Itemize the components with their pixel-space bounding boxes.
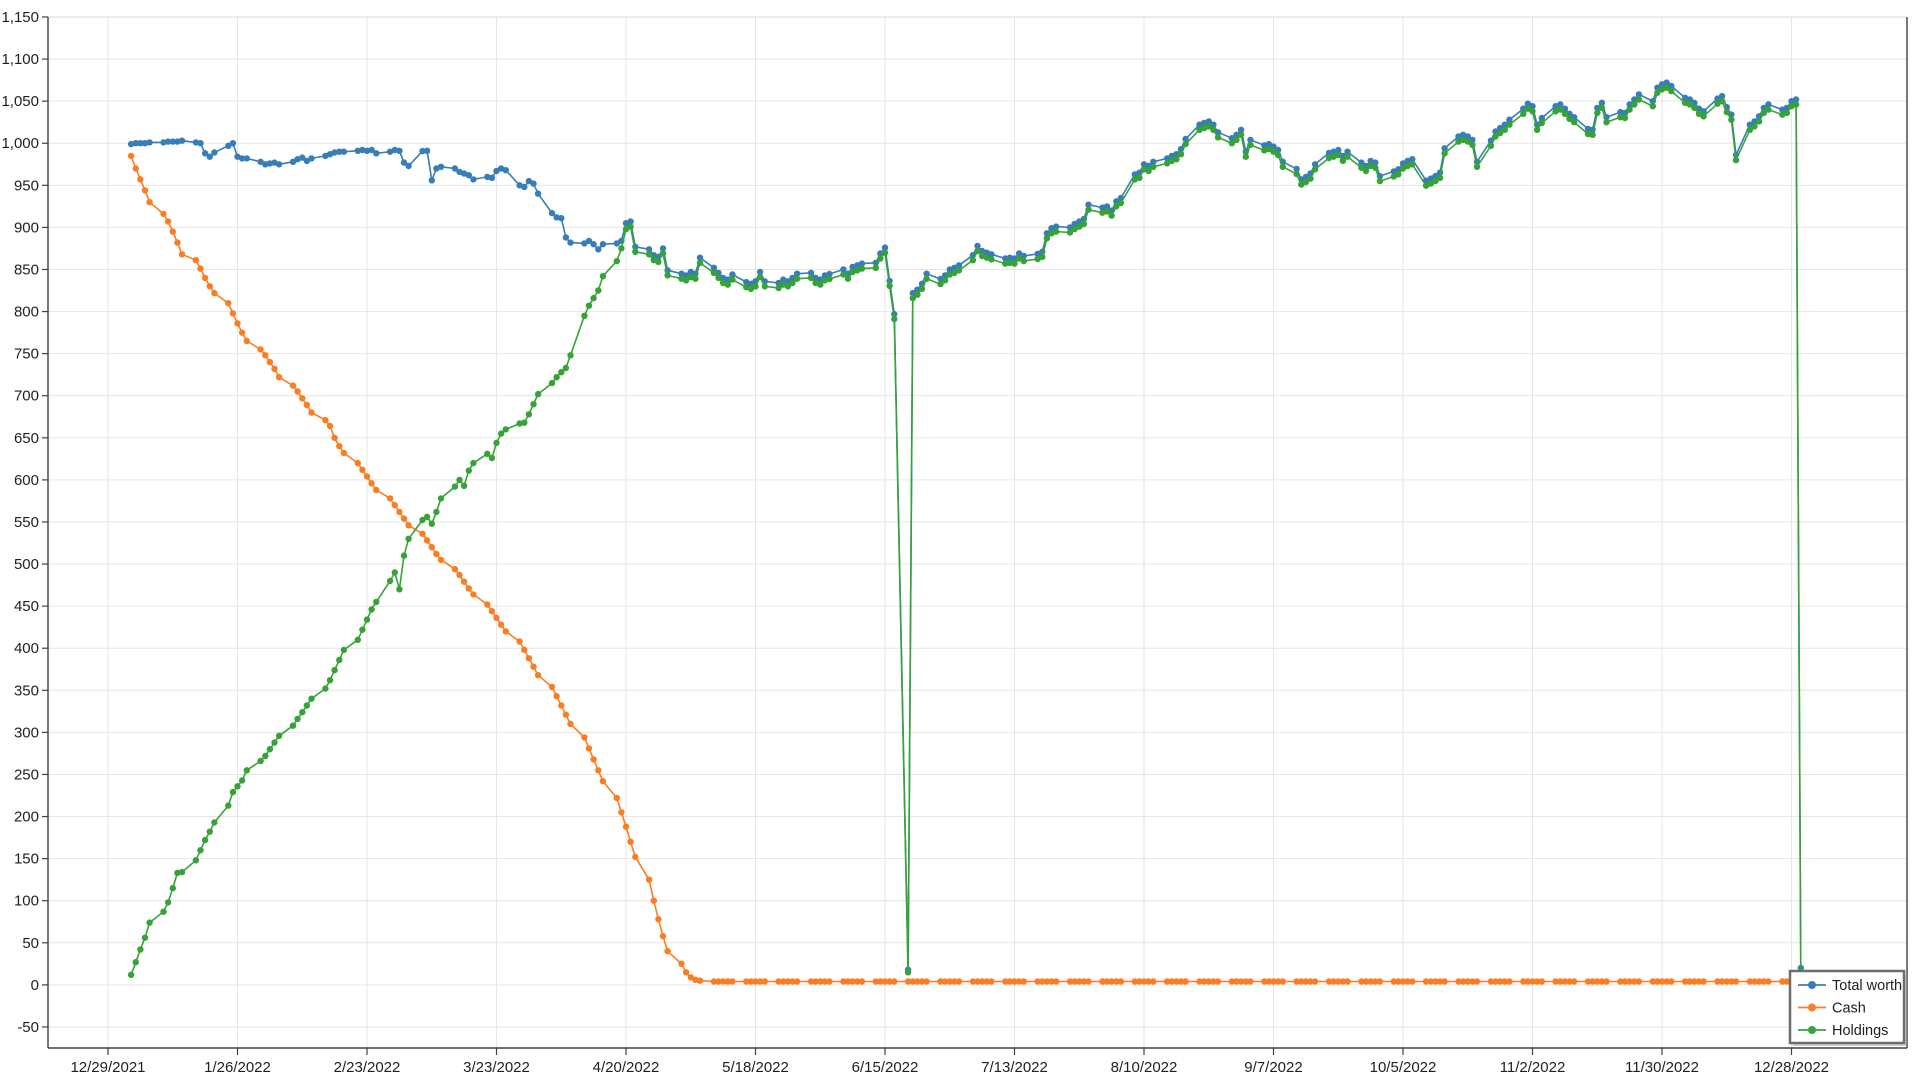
legend-label: Total worth (1832, 978, 1902, 994)
x-tick-label: 5/18/2022 (722, 1059, 789, 1076)
x-tick-label: 6/15/2022 (852, 1059, 919, 1076)
x-tick-label: 10/5/2022 (1370, 1059, 1437, 1076)
legend: Total worth Cash Holdings (1788, 969, 1907, 1046)
y-tick-label: 100 (14, 893, 39, 910)
y-tick-label: 300 (14, 724, 39, 741)
x-tick-label: 4/20/2022 (593, 1059, 660, 1076)
y-tick-label: 150 (14, 851, 39, 868)
y-tick-label: 850 (14, 261, 39, 278)
x-tick-label: 12/28/2022 (1754, 1059, 1829, 1076)
y-tick-label: 900 (14, 219, 39, 236)
y-tick-label: 500 (14, 556, 39, 573)
series-markers-total-worth (127, 79, 1805, 973)
y-tick-label: 650 (14, 430, 39, 447)
y-tick-label: 600 (14, 472, 39, 489)
y-tick-label: 1,000 (1, 135, 39, 152)
series-line-cash (130, 155, 1801, 983)
legend-marker (1808, 1003, 1816, 1012)
y-tick-label: 450 (14, 598, 39, 615)
y-tick-label: 1,100 (1, 51, 39, 68)
y-tick-label: 200 (14, 809, 39, 826)
x-tick-label: 8/10/2022 (1111, 1059, 1178, 1076)
y-tick-label: 250 (14, 766, 39, 783)
y-tick-label: 950 (14, 177, 39, 194)
series-markers-holdings (127, 84, 1805, 978)
y-tick-label: 800 (14, 304, 39, 321)
legend-marker (1808, 981, 1816, 989)
y-tick-label: 350 (14, 682, 39, 699)
legend-label: Holdings (1832, 1023, 1888, 1039)
x-tick-label: 2/23/2022 (334, 1059, 401, 1076)
y-tick-label: 50 (22, 935, 39, 952)
series-line-total-worth (130, 81, 1802, 971)
series-line-holdings (130, 86, 1802, 976)
y-tick-label: 550 (14, 514, 39, 531)
y-tick-label: -50 (17, 1019, 39, 1036)
x-tick-label: 1/26/2022 (204, 1059, 271, 1076)
y-tick-label: 1,050 (1, 93, 39, 110)
y-tick-label: 1,150 (1, 9, 39, 26)
x-tick-label: 11/30/2022 (1625, 1059, 1699, 1076)
x-tick-label: 3/23/2022 (463, 1059, 530, 1076)
series-markers-cash (127, 152, 1805, 985)
y-tick-label: 750 (14, 346, 39, 363)
legend-label: Cash (1832, 1001, 1866, 1017)
x-tick-label: 11/2/2022 (1500, 1059, 1566, 1076)
x-tick-label: 7/13/2022 (981, 1059, 1048, 1076)
x-tick-label: 12/29/2021 (70, 1059, 145, 1076)
y-tick-label: 700 (14, 388, 39, 405)
y-tick-label: 400 (14, 640, 39, 657)
legend-marker (1808, 1026, 1816, 1034)
y-tick-label: 0 (31, 977, 39, 994)
x-tick-label: 9/7/2022 (1244, 1059, 1302, 1076)
